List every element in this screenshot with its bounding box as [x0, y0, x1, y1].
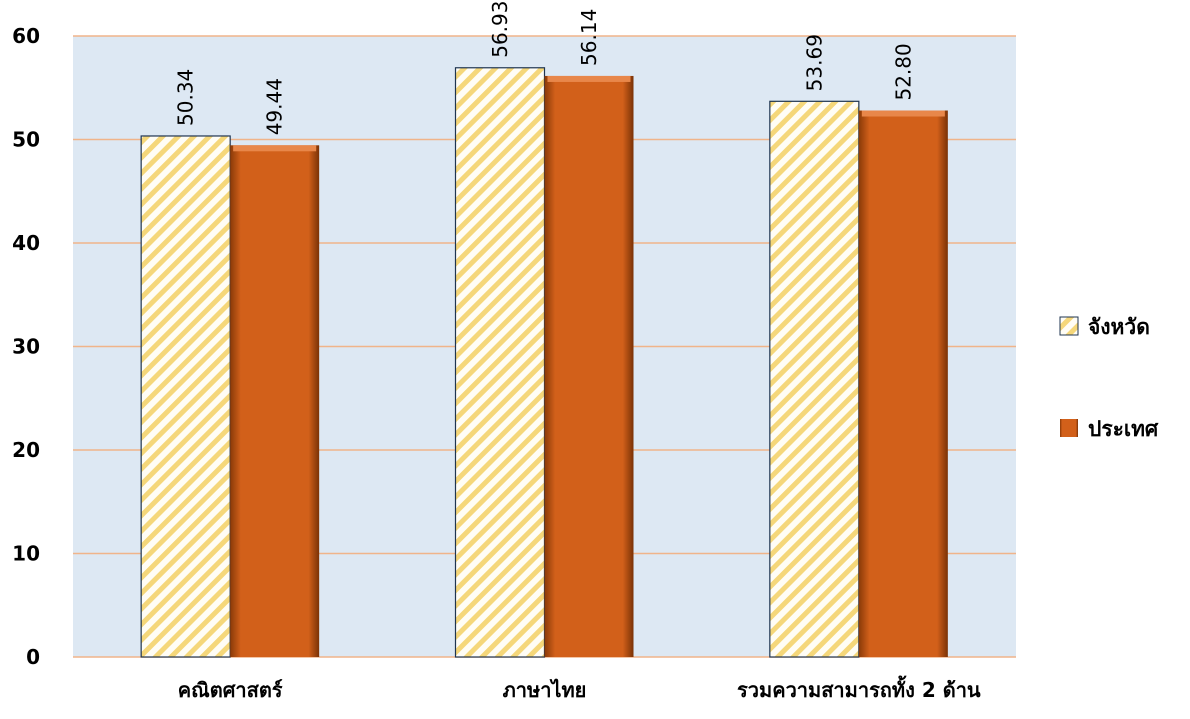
y-tick-label: 20 — [12, 438, 40, 462]
data-label: 56.14 — [577, 9, 601, 66]
bars — [140, 67, 948, 658]
bar-province — [769, 100, 860, 658]
legend-label: จังหวัด — [1088, 315, 1150, 339]
category-label: รวมความสามารถทั้ง 2 ด้าน — [737, 675, 981, 702]
data-label: 53.69 — [802, 34, 826, 91]
data-label: 49.44 — [263, 78, 287, 135]
bar-country — [230, 145, 320, 657]
data-label: 50.34 — [174, 69, 198, 126]
y-tick-label: 40 — [12, 231, 40, 255]
y-axis-ticks: 0 10 20 30 40 50 60 — [12, 24, 40, 669]
x-axis-categories: คณิตศาสตร์ ภาษาไทย รวมความสามารถทั้ง 2 ด้า… — [178, 675, 981, 702]
bar-country-bevel-top — [547, 75, 631, 82]
y-tick-label: 10 — [12, 542, 40, 566]
data-label: 52.80 — [891, 43, 915, 100]
data-labels: 50.34 49.44 56.93 56.14 53.69 52.80 — [174, 1, 916, 136]
data-label: 56.93 — [488, 1, 512, 58]
bar-country — [858, 110, 948, 657]
bar-province — [140, 135, 231, 658]
category-label: ภาษาไทย — [503, 678, 587, 702]
y-tick-label: 30 — [12, 335, 40, 359]
y-tick-label: 0 — [26, 645, 40, 669]
category-label: คณิตศาสตร์ — [178, 678, 283, 702]
legend-swatch-province — [1059, 316, 1079, 336]
y-tick-label: 60 — [12, 24, 40, 48]
bar-country-bevel-top — [233, 145, 317, 152]
legend-label: ประเทศ — [1088, 417, 1159, 441]
bar-country — [544, 75, 634, 658]
bar-country-bevel-top — [861, 110, 945, 117]
legend-swatch-country — [1060, 419, 1078, 437]
bar-province — [454, 67, 546, 658]
y-tick-label: 50 — [12, 128, 40, 152]
